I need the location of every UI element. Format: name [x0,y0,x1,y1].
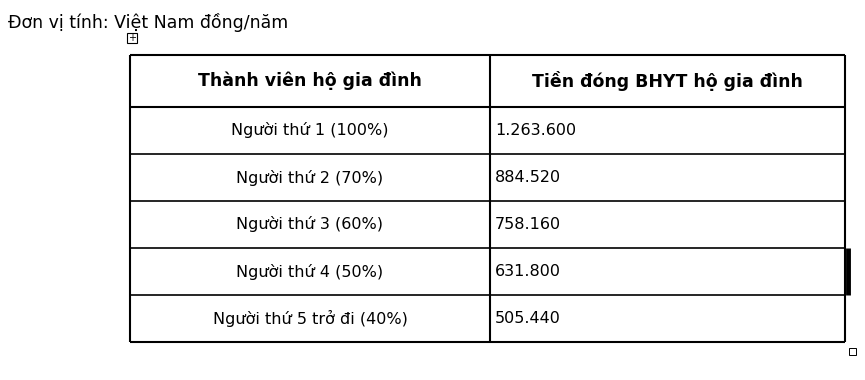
Text: Người thứ 3 (60%): Người thứ 3 (60%) [236,217,383,233]
Text: Tiền đóng BHYT hộ gia đình: Tiền đóng BHYT hộ gia đình [532,71,803,91]
Text: Người thứ 2 (70%): Người thứ 2 (70%) [236,169,383,185]
Text: Người thứ 1 (100%): Người thứ 1 (100%) [231,122,388,138]
Text: Người thứ 4 (50%): Người thứ 4 (50%) [236,263,383,280]
Text: 631.800: 631.800 [495,264,561,279]
Text: Người thứ 5 trở đi (40%): Người thứ 5 trở đi (40%) [213,310,407,327]
Bar [849,348,856,355]
Text: 505.440: 505.440 [495,311,561,326]
Text: 1.263.600: 1.263.600 [495,123,576,138]
Text: +: + [128,33,136,43]
Text: Đơn vị tính: Việt Nam đồng/năm: Đơn vị tính: Việt Nam đồng/năm [8,13,288,32]
Bar [127,33,137,43]
Text: Thành viên hộ gia đình: Thành viên hộ gia đình [198,72,422,90]
Text: 758.160: 758.160 [495,217,561,232]
Text: 884.520: 884.520 [495,170,561,185]
